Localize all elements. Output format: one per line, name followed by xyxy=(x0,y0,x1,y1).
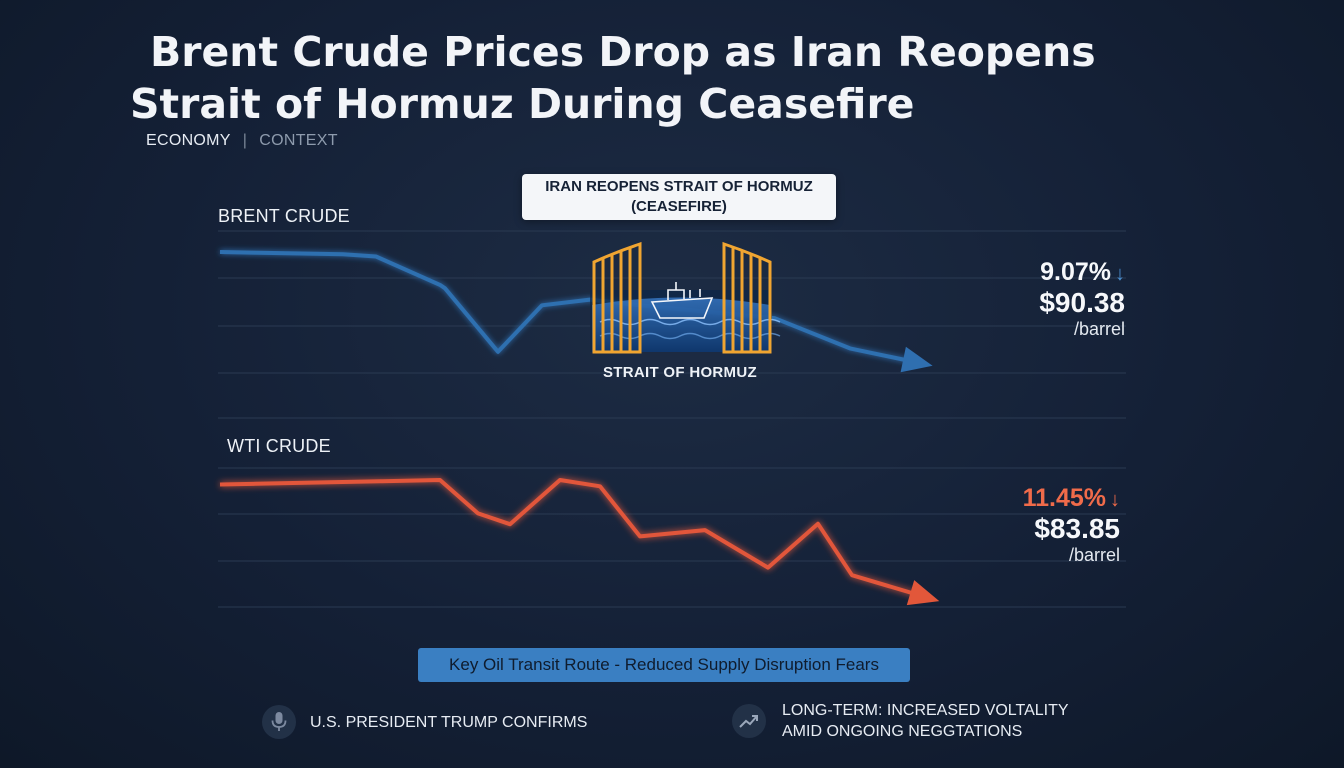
wti-down-arrow-icon: ↓ xyxy=(1110,489,1120,511)
microphone-icon xyxy=(262,705,296,739)
strait-label: STRAIT OF HORMUZ xyxy=(603,364,757,381)
wti-unit: /barrel xyxy=(1068,545,1120,565)
brent-unit: /barrel xyxy=(1073,319,1125,339)
gate-ship-icon xyxy=(590,241,781,354)
transit-route-banner: Key Oil Transit Route - Reduced Supply D… xyxy=(418,648,910,682)
wti-arrowhead xyxy=(906,580,940,606)
footer-left-text: U.S. PRESIDENT TRUMP CONFIRMS xyxy=(310,713,588,731)
tag-separator: | xyxy=(242,132,248,149)
callout-line-2: (CEASEFIRE) xyxy=(631,198,727,215)
wti-readout: 11.45% ↓ $83.85 /barrel xyxy=(970,484,1120,566)
footer-right-line-2: AMID ONGOING NEGGTATIONS xyxy=(782,723,1023,740)
brent-arrowhead xyxy=(900,346,933,373)
category-tags: ECONOMY | CONTEXT xyxy=(146,132,338,150)
title-line-1: Brent Crude Prices Drop as Iran Reopens xyxy=(150,28,1096,76)
wti-change: 11.45% xyxy=(1022,484,1106,512)
tag-context[interactable]: CONTEXT xyxy=(259,132,338,149)
title-line-2: Strait of Hormuz During Ceasefire xyxy=(130,80,915,128)
wti-price: $83.85 xyxy=(1034,513,1120,544)
page-title: Brent Crude Prices Drop as Iran Reopens … xyxy=(130,26,1230,130)
brent-series-line xyxy=(219,250,916,364)
wti-series-line xyxy=(219,478,923,598)
brent-series-label: BRENT CRUDE xyxy=(218,206,350,226)
footer-long-term: LONG-TERM: INCREASED VOLTALITY AMID ONGO… xyxy=(732,700,1069,742)
brent-down-arrow-icon: ↓ xyxy=(1115,263,1125,285)
footer-right-line-1: LONG-TERM: INCREASED VOLTALITY xyxy=(782,702,1069,719)
brent-readout: 9.07% ↓ $90.38 /barrel xyxy=(975,258,1125,340)
ceasefire-callout: IRAN REOPENS STRAIT OF HORMUZ (CEASEFIRE… xyxy=(522,174,836,220)
brent-gridlines xyxy=(218,230,1126,419)
tag-economy[interactable]: ECONOMY xyxy=(146,132,231,149)
trend-up-icon xyxy=(732,704,766,738)
wti-gridlines xyxy=(218,467,1126,608)
brent-change: 9.07% xyxy=(1040,258,1111,286)
wti-series-label: WTI CRUDE xyxy=(227,436,331,456)
footer-trump-confirms: U.S. PRESIDENT TRUMP CONFIRMS xyxy=(262,705,587,739)
brent-price: $90.38 xyxy=(1039,287,1125,318)
callout-line-1: IRAN REOPENS STRAIT OF HORMUZ xyxy=(545,178,813,195)
